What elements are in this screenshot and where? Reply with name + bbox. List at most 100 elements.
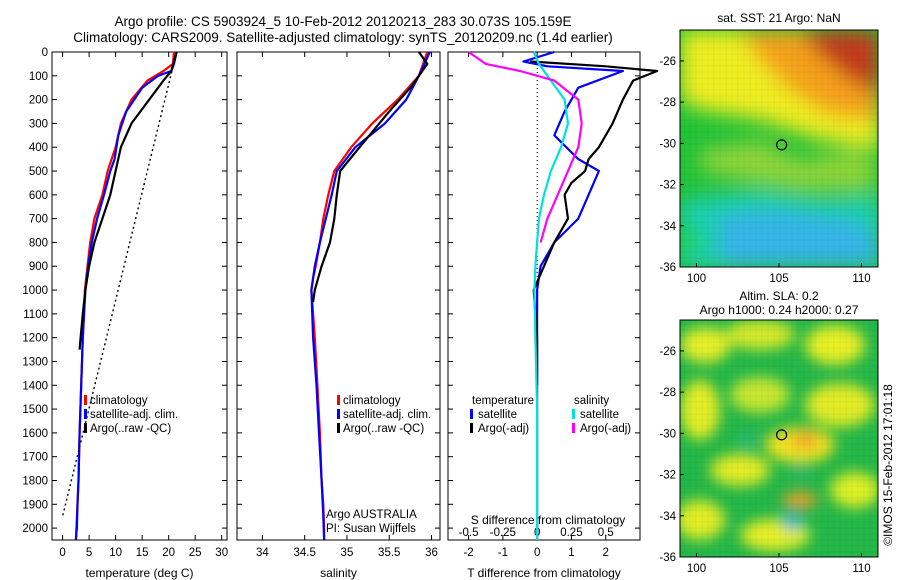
depth-tick-label: 400 — [29, 142, 48, 154]
sla-map: 100 105 110 -26 -28 -30 -32 -34 -36 Altim. SLA: … — [659, 289, 879, 575]
x-tick-label: 0 — [59, 547, 65, 559]
sst-map-title: sat. SST: 21 Argo: NaN — [717, 11, 840, 25]
depth-tick-label: 500 — [29, 166, 48, 178]
legend-label: satellite-adj. clim. — [343, 409, 431, 421]
map-y-tick-label: -26 — [659, 56, 676, 68]
x-tick-label: 34.5 — [293, 547, 315, 559]
panel-frame — [51, 51, 228, 541]
map-x-tick-label: 110 — [852, 273, 870, 285]
x-tick-label: 35.5 — [378, 547, 400, 559]
depth-tick-label: 1700 — [22, 452, 48, 464]
legend-label: Argo(..raw -QC) — [90, 423, 171, 435]
map-y-tick-label: -36 — [659, 552, 676, 564]
argo-program-label: Argo AUSTRALIA — [326, 509, 417, 521]
depth-tick-label: 2000 — [22, 523, 48, 535]
x-tick-label: 34 — [256, 547, 269, 559]
depth-tick-label: 100 — [29, 71, 48, 83]
x-tick-label: 35 — [341, 547, 354, 559]
x-axis-label: salinity — [320, 566, 357, 580]
satellite-adj-clim--line — [310, 51, 431, 541]
x-tick-label: 5 — [86, 547, 92, 559]
climatology-line — [310, 51, 429, 540]
legend-swatch — [572, 409, 575, 419]
x-tick-label: 0 — [534, 547, 540, 559]
map-y-tick-label: -34 — [659, 511, 676, 523]
temperature-satellite-line — [522, 50, 625, 540]
x-tick-label: -1 — [498, 547, 508, 559]
depth-tick-label: 700 — [29, 214, 48, 226]
x-axis-label: temperature (deg C) — [85, 566, 193, 580]
x-tick-label: 10 — [109, 547, 122, 559]
map-y-tick-label: -30 — [659, 428, 676, 440]
panel-frame — [236, 51, 441, 541]
x-tick-label: 36 — [425, 547, 438, 559]
x-tick-label: -2 — [463, 547, 473, 559]
legend-swatch — [337, 409, 340, 419]
depth-tick-label: 1300 — [22, 356, 48, 368]
depth-tick-label: 200 — [29, 95, 48, 107]
map-x-tick-label: 100 — [687, 273, 706, 285]
legend-swatch — [470, 409, 473, 419]
temperature-panel: 0 5 10 15 20 25 300100200300400500600700800900… — [22, 47, 228, 580]
difference-panel: -2 -1 0 1 2 T difference from climatology -0.5… — [447, 50, 659, 580]
sla-map-title: Altim. SLA: 0.2 — [739, 289, 819, 303]
salinity-satellite-line — [532, 51, 570, 540]
x-tick-label: 30 — [215, 547, 228, 559]
map-x-tick-label: 100 — [687, 563, 706, 575]
map-y-tick-label: -28 — [659, 97, 676, 109]
depth-tick-label: 600 — [29, 190, 48, 202]
legend-swatch — [572, 423, 575, 433]
legend-swatch — [337, 395, 340, 405]
depth-tick-label: 1000 — [22, 285, 48, 297]
map-y-tick-label: -26 — [659, 346, 676, 358]
map-y-tick-label: -34 — [659, 221, 676, 233]
legend-group-title: temperature — [472, 395, 534, 407]
argo-raw-qc--line — [312, 51, 429, 303]
legend-label: Argo(-adj) — [478, 423, 529, 435]
x-tick-label: 2 — [603, 547, 609, 559]
legend-label: climatology — [343, 395, 401, 407]
map-y-tick-label: -28 — [659, 387, 676, 399]
legend-label: climatology — [90, 395, 148, 407]
temperature-argo-adj--line — [530, 60, 659, 386]
sla-map-subtitle: Argo h1000: 0.24 h2000: 0.27 — [700, 303, 859, 317]
depth-tick-label: 800 — [29, 237, 48, 249]
map-y-tick-label: -30 — [659, 138, 676, 150]
header-line-1: Argo profile: CS 5903924_5 10-Feb-2012 2… — [114, 14, 571, 29]
salinity-argo-adj--line — [467, 51, 583, 243]
legend-label: Argo(..raw -QC) — [343, 423, 424, 435]
legend-group-title: salinity — [574, 395, 609, 407]
legend-swatch — [470, 423, 473, 433]
depth-tick-label: 1400 — [22, 380, 48, 392]
satellite-adj-clim--line — [74, 51, 178, 541]
legend-swatch — [337, 423, 340, 433]
reference-line — [61, 51, 178, 517]
depth-tick-label: 1900 — [22, 499, 48, 511]
s-tick-label: 0.25 — [560, 527, 582, 539]
sst-field — [680, 30, 878, 267]
depth-tick-label: 300 — [29, 118, 48, 130]
depth-tick-label: 0 — [42, 47, 48, 59]
sst-map: 100 105 110 -26 -28 -30 -32 -34 -36 sat. SST: 21… — [659, 11, 879, 285]
depth-tick-label: 1600 — [22, 428, 48, 440]
legend-swatch — [84, 395, 87, 405]
s-tick-label: 0.5 — [598, 527, 614, 539]
depth-tick-label: 1200 — [22, 333, 48, 345]
imos-credit: ©IMOS 15-Feb-2012 17:01:18 — [881, 384, 895, 546]
x-tick-label: 25 — [189, 547, 202, 559]
argo-position-marker — [776, 139, 788, 151]
x-tick-label: 15 — [136, 547, 149, 559]
map-y-tick-label: -32 — [659, 180, 676, 192]
legend-label: satellite — [580, 409, 619, 421]
salinity-panel: 34 34.5 35 35.5 36 salinity climatology satelli… — [236, 51, 441, 580]
argo-raw-qc--line — [78, 51, 178, 350]
map-x-tick-label: 105 — [769, 563, 788, 575]
header-line-2: Climatology: CARS2009. Satellite-adjuste… — [73, 30, 613, 45]
legend-label: satellite — [478, 409, 517, 421]
depth-tick-label: 1800 — [22, 475, 48, 487]
x-tick-label: 20 — [162, 547, 175, 559]
depth-tick-label: 1100 — [23, 309, 48, 321]
argo-position-marker — [776, 429, 788, 441]
argo-pi-label: PI: Susan Wijffels — [326, 523, 416, 535]
